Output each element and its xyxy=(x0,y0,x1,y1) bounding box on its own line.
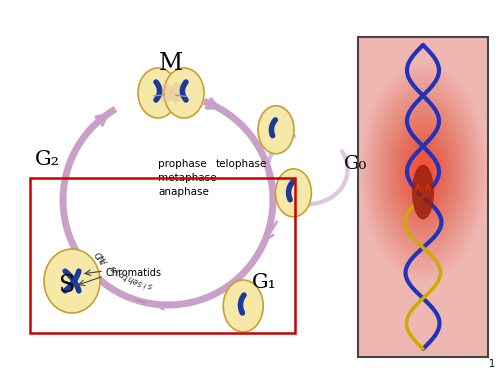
Text: i: i xyxy=(142,279,148,288)
Text: anaphase: anaphase xyxy=(158,187,209,197)
Text: metaphase: metaphase xyxy=(158,173,216,183)
Text: e: e xyxy=(132,276,140,286)
Text: M: M xyxy=(159,51,183,75)
Text: D: D xyxy=(94,248,105,259)
Ellipse shape xyxy=(138,68,178,118)
Text: 1: 1 xyxy=(489,359,495,369)
Text: n: n xyxy=(118,268,126,279)
Ellipse shape xyxy=(258,106,294,154)
Ellipse shape xyxy=(160,83,172,103)
Ellipse shape xyxy=(223,280,263,332)
Text: s: s xyxy=(136,278,143,287)
Ellipse shape xyxy=(164,68,204,118)
Ellipse shape xyxy=(170,83,182,103)
Text: telophase: telophase xyxy=(216,159,268,169)
Text: N: N xyxy=(97,252,108,263)
Ellipse shape xyxy=(44,249,100,313)
Text: S: S xyxy=(60,274,76,297)
Text: Chromatids: Chromatids xyxy=(106,268,162,278)
Text: G₀: G₀ xyxy=(344,155,367,173)
Text: G₂: G₂ xyxy=(35,150,60,169)
Text: y: y xyxy=(113,266,122,276)
Text: prophase: prophase xyxy=(158,159,206,169)
Text: s: s xyxy=(109,263,118,273)
Ellipse shape xyxy=(412,165,434,219)
Bar xyxy=(358,37,488,357)
Text: t: t xyxy=(122,272,130,281)
Text: G₁: G₁ xyxy=(252,273,276,292)
Text: s: s xyxy=(147,280,153,290)
Text: A: A xyxy=(101,256,112,266)
Text: h: h xyxy=(126,273,135,284)
Bar xyxy=(30,178,295,333)
Ellipse shape xyxy=(276,169,312,217)
